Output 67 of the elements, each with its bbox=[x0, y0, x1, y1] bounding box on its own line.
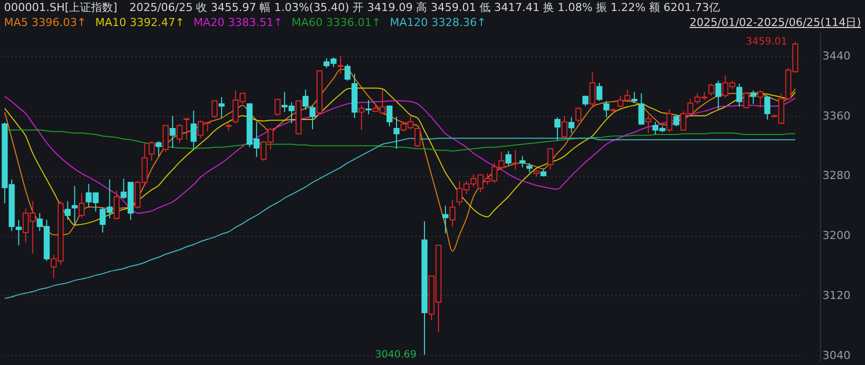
candlestick bbox=[645, 114, 652, 134]
line-series bbox=[4, 68, 796, 252]
candlestick bbox=[519, 156, 526, 168]
candlestick bbox=[16, 219, 22, 246]
candlestick bbox=[561, 115, 568, 139]
text: MA60 3336.01↑ bbox=[292, 16, 381, 29]
candlestick bbox=[218, 96, 225, 119]
candlestick bbox=[743, 91, 750, 109]
candlestick bbox=[547, 147, 554, 170]
annotation: 3459.01 bbox=[746, 36, 788, 48]
candlestick bbox=[715, 80, 722, 110]
candlestick bbox=[505, 150, 512, 166]
y-tick-label: 3280 bbox=[822, 169, 850, 182]
candlestick bbox=[589, 72, 596, 107]
text: MA20 3383.51↑ bbox=[193, 16, 283, 29]
candlestick bbox=[736, 83, 742, 108]
candlestick bbox=[568, 116, 574, 134]
candlestick bbox=[596, 82, 602, 102]
y-tick-label: 3040 bbox=[822, 348, 850, 362]
candlestick bbox=[176, 124, 183, 144]
candlestick bbox=[757, 90, 764, 108]
y-tick-label: 3200 bbox=[822, 229, 850, 242]
candlestick bbox=[64, 200, 71, 220]
candlestick bbox=[442, 205, 448, 234]
candlestick bbox=[449, 199, 456, 228]
candlestick bbox=[274, 98, 281, 116]
y-tick-label: 3360 bbox=[822, 109, 850, 122]
annotation: 3040.69 bbox=[375, 350, 416, 361]
candlestick bbox=[302, 89, 309, 110]
candlestick bbox=[148, 140, 155, 162]
candlestick bbox=[603, 100, 610, 118]
candlestick bbox=[212, 100, 218, 119]
candlestick bbox=[190, 110, 197, 150]
candlestick bbox=[78, 192, 85, 218]
chart-title: 000001.SH[上证指数] bbox=[4, 0, 118, 15]
candlestick bbox=[666, 108, 672, 133]
candlestick bbox=[184, 118, 190, 140]
candlestick bbox=[338, 55, 344, 74]
candlestick bbox=[673, 114, 680, 127]
chart-subtitle: 2025/06/25 收 3455.97 幅 1.03%(35.40) 开 3419.09 高 3459.01 低 3417.41 换 1.08% 振 1.22% 额 6201.73亿 bbox=[129, 0, 720, 15]
candlestick bbox=[386, 104, 393, 127]
candlestick bbox=[764, 95, 770, 120]
candlestick bbox=[575, 106, 582, 124]
candlestick bbox=[708, 83, 714, 96]
candlestick bbox=[366, 100, 372, 115]
candlestick bbox=[72, 186, 78, 226]
text: MA5 3396.03↑ bbox=[4, 16, 86, 29]
candlestick bbox=[526, 162, 532, 174]
candlestick bbox=[554, 116, 560, 142]
candlestick bbox=[358, 104, 365, 131]
candlestick bbox=[582, 95, 588, 107]
y-tick-label: 3440 bbox=[822, 49, 850, 62]
candlestick bbox=[512, 150, 518, 170]
y-tick-label: 3120 bbox=[822, 288, 850, 302]
candlestick bbox=[344, 64, 351, 82]
text: 2025/01/02-2025/06/25(114日) bbox=[690, 16, 861, 29]
candlestick bbox=[310, 104, 316, 130]
candlestick bbox=[638, 92, 644, 126]
candlestick bbox=[750, 90, 756, 104]
text: MA10 3392.47↑ bbox=[95, 16, 184, 29]
candlestick bbox=[114, 190, 120, 220]
candlestick bbox=[170, 115, 176, 148]
candlestick bbox=[631, 91, 638, 104]
candlestick bbox=[394, 116, 400, 150]
candlestick bbox=[162, 124, 169, 152]
text: MA120 3328.36↑ bbox=[390, 16, 486, 29]
candlestick bbox=[156, 140, 162, 157]
